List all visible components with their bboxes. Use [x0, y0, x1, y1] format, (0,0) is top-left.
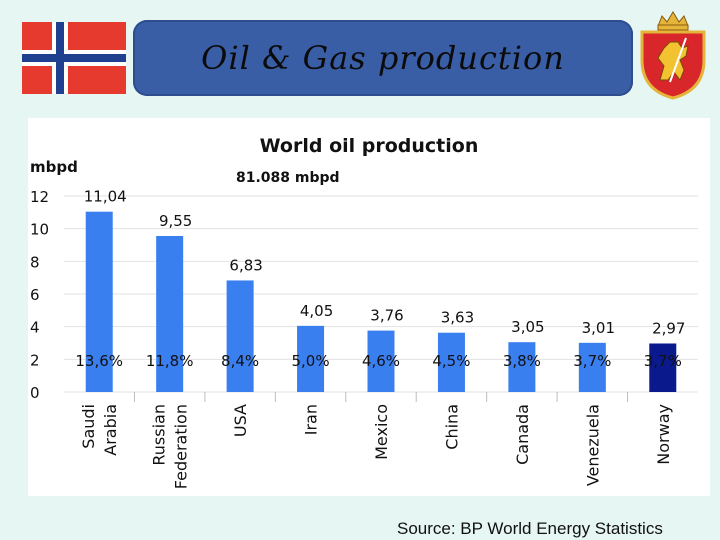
x-tick-label: Mexico [372, 404, 391, 460]
x-tick-label: Venezuela [583, 404, 602, 486]
norway-flag-icon [22, 22, 126, 94]
bar-norway [649, 343, 677, 392]
x-tick-label: USA [231, 404, 250, 437]
x-tick-label: China [442, 404, 461, 450]
world-oil-production-chart: 0 2 4 6 8 10 12 11,04 13,6% Saudi Arabia 9,55 11,8% R… [30, 135, 698, 490]
share-label: 3,7% [573, 352, 611, 370]
x-tick-label: Russian [150, 404, 169, 466]
bar-canada [508, 342, 536, 392]
y-tick-label: 8 [30, 253, 40, 271]
share-label: 3,8% [503, 352, 541, 370]
x-tick-label: Federation [172, 404, 191, 489]
title-banner: Oil & Gas production [133, 20, 633, 96]
value-label: 11,04 [84, 188, 127, 206]
source-credit: Source: BP World Energy Statistics [397, 519, 663, 538]
labels: 0 2 4 6 8 10 12 11,04 13,6% Saudi Arabia 9,55 11,8% R… [30, 188, 685, 490]
bar-iran [297, 325, 325, 392]
x-tick-label: Norway [654, 404, 673, 465]
y-tick-label: 2 [30, 351, 40, 369]
y-tick-label: 0 [30, 384, 40, 402]
share-label: 13,6% [75, 352, 123, 370]
y-tick-label: 12 [30, 188, 49, 206]
share-label: 4,5% [432, 352, 470, 370]
y-tick-label: 6 [30, 286, 40, 304]
chart-subtitle: 81.088 mbpd [236, 170, 340, 186]
value-label: 4,05 [300, 302, 333, 320]
share-label: 11,8% [146, 352, 194, 370]
value-label: 3,05 [511, 318, 544, 336]
y-tick-label: 10 [30, 221, 49, 239]
chart-panel: 0 2 4 6 8 10 12 11,04 13,6% Saudi Arabia 9,55 11,8% R… [28, 118, 710, 496]
share-label: 8,4% [221, 352, 259, 370]
value-label: 9,55 [159, 212, 192, 230]
value-label: 3,76 [370, 307, 403, 325]
bar-russian-federation [156, 236, 184, 392]
x-tick-label: Arabia [101, 404, 120, 456]
bar-venezuela [578, 342, 606, 392]
value-label: 6,83 [229, 256, 262, 274]
bar-saudi-arabia [85, 211, 113, 392]
bar-usa [226, 280, 254, 392]
value-label: 3,63 [441, 309, 474, 327]
value-label: 3,01 [582, 319, 615, 337]
bar-china [437, 332, 465, 392]
page-title: Oil & Gas production [201, 39, 565, 77]
x-tick-label: Saudi [79, 404, 98, 449]
y-tick-label: 4 [30, 319, 40, 337]
bar-mexico [367, 330, 395, 392]
share-label: 3,7% [644, 352, 682, 370]
share-label: 4,6% [362, 352, 400, 370]
y-axis-label: mbpd [30, 158, 78, 176]
x-tick-label: Canada [513, 404, 532, 465]
value-label: 2,97 [652, 319, 685, 337]
share-label: 5,0% [292, 352, 330, 370]
x-tick-label: Iran [302, 404, 321, 435]
chart-title: World oil production [260, 135, 479, 157]
bars [85, 211, 677, 392]
norway-coat-of-arms-icon [640, 11, 706, 100]
